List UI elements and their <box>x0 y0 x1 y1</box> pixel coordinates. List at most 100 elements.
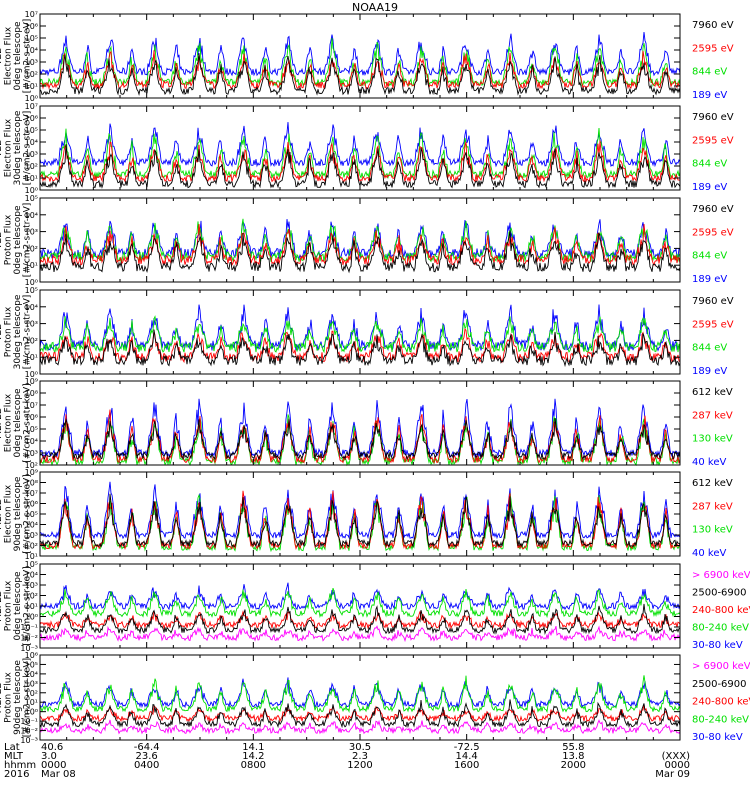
series-line-189-eV <box>39 304 681 353</box>
legend-entry: 30-80 keV <box>692 640 743 651</box>
y-tick-label: 10⁵ <box>25 425 38 434</box>
y-tick-label: 10⁷ <box>25 102 38 111</box>
legend-entry: 2595 eV <box>692 227 734 238</box>
panel-frame <box>39 197 681 283</box>
legend-entry: 40 keV <box>692 457 726 468</box>
legend-entry: 189 eV <box>692 274 727 285</box>
y-axis-label-line: TED <box>0 231 4 250</box>
legend-entry: 287 keV <box>692 501 733 512</box>
y-tick-label: 10¹ <box>25 353 38 362</box>
series-line-80-240-keV <box>39 675 681 714</box>
y-tick-label: 10⁴ <box>25 46 38 55</box>
series-line-7960-eV <box>39 230 681 274</box>
y-tick-label: 10⁻¹ <box>20 623 38 632</box>
series-line-240-800-keV <box>39 610 681 630</box>
legend-entry: 2595 eV <box>692 319 734 330</box>
y-axis-label-line: MEPED <box>0 590 4 622</box>
y-axis-label-line: 0deg telescope <box>13 205 23 275</box>
y-tick-label: 10⁹ <box>25 468 38 477</box>
y-tick-label: 10⁵ <box>25 660 38 669</box>
footer-row-label: Lat <box>4 742 20 753</box>
legend-entry: 612 keV <box>692 387 733 398</box>
y-axis-label-line: TED <box>0 323 4 342</box>
y-tick-label: 10⁷ <box>25 489 38 498</box>
legend-entry: 7960 eV <box>692 296 734 307</box>
y-tick-label: 10⁻² <box>20 727 38 736</box>
series-line-2500-6900 <box>39 699 681 729</box>
series-line-2595-eV <box>39 50 681 90</box>
series-line-80-240-keV <box>39 587 681 619</box>
series-line--6900-keV <box>39 625 681 643</box>
footer-row-label: MLT <box>4 751 24 762</box>
y-tick-label: 10⁵ <box>25 560 38 569</box>
y-tick-label: 10⁵ <box>25 194 38 203</box>
y-tick-label: 10⁴ <box>25 437 38 446</box>
series-line-612-keV <box>39 493 681 548</box>
y-tick-label: 10⁸ <box>25 389 38 398</box>
footer-tick-value: 2000 <box>561 760 586 771</box>
y-tick-label: 10⁻¹ <box>20 717 38 726</box>
y-axis-label-line: 0deg telescope <box>13 571 23 641</box>
y-tick-label: 10⁵ <box>25 510 38 519</box>
legend-entry: 7960 eV <box>692 112 734 123</box>
y-tick-label: 10⁴ <box>25 211 38 220</box>
y-tick-label: 10³ <box>25 581 38 590</box>
y-tick-label: 10³ <box>25 531 38 540</box>
y-axis-label-line: Electron Flux <box>3 393 13 452</box>
y-axis-label: MEPED Electron Flux 90deg telescope [#/cm2-… <box>0 474 32 553</box>
footer-tick-value: 55.8 <box>562 742 584 753</box>
footer-tick-value: 0000 <box>41 760 66 771</box>
footer-tick-value: 40.6 <box>41 742 63 753</box>
legend-entry: 130 keV <box>692 525 733 536</box>
panel-frame <box>39 563 681 649</box>
y-tick-label: 10⁶ <box>25 413 38 422</box>
y-axis-label: TED Electron Flux 30deg telescope [#/cm2-s-… <box>0 110 32 185</box>
y-axis-label-line: [#/cm2-s-str-eV] <box>22 295 32 370</box>
y-tick-label: 10² <box>25 336 38 345</box>
y-axis-label-line: [#/cm2-s-str-keV] <box>22 658 32 737</box>
legend-entry: 2595 eV <box>692 43 734 54</box>
y-tick-label: 10⁵ <box>25 126 38 135</box>
y-tick-label: 10⁴ <box>25 303 38 312</box>
y-tick-label: 10⁷ <box>25 401 38 410</box>
legend-entry: 80-240 keV <box>692 714 749 725</box>
series-line-30-80-keV <box>39 677 681 709</box>
legend-entry: 80-240 keV <box>692 623 749 634</box>
legend-entry: 844 eV <box>692 67 727 78</box>
series-line-189-eV <box>39 31 681 77</box>
y-axis-label: TED Electron Flux 0deg telescope [#/cm2-s-s… <box>0 19 32 94</box>
legend-entry: 612 keV <box>692 478 733 489</box>
footer-tick-value: 14.1 <box>242 742 264 753</box>
legend-entry: 7960 eV <box>692 204 734 215</box>
footer-tick-value: 0000 <box>665 760 690 771</box>
legend-entry: 2500-6900 <box>692 679 747 690</box>
footer-tick-value: 23.6 <box>136 751 158 762</box>
y-tick-label: 10² <box>25 70 38 79</box>
footer-tick-value: 0800 <box>241 760 266 771</box>
y-axis-label-line: [#/cm2-s-str-eV] <box>22 203 32 278</box>
footer-tick-value: 0400 <box>134 760 159 771</box>
legend-entry: 189 eV <box>692 90 727 101</box>
y-tick-label: 10⁶ <box>25 500 38 509</box>
footer-row-label: 2016 <box>4 769 29 780</box>
legend-entry: 287 keV <box>692 410 733 421</box>
y-axis-label-line: TED <box>0 139 4 158</box>
y-axis-label-line: 0deg telescope <box>13 21 23 91</box>
y-tick-label: 10⁰ <box>25 613 38 622</box>
y-axis-label: MEPED Proton Flux 0deg telescope [#/cm2-s-s… <box>0 566 32 645</box>
y-axis-label-line: Electron Flux <box>3 484 13 543</box>
y-axis-label-line: Proton Flux <box>3 306 13 357</box>
y-tick-label: 10⁴ <box>25 571 38 580</box>
legend-entry: 2595 eV <box>692 135 734 146</box>
y-tick-label: 10⁵ <box>25 286 38 295</box>
y-tick-label: 10³ <box>25 150 38 159</box>
y-tick-label: 10² <box>25 592 38 601</box>
y-tick-label: 10¹ <box>25 261 38 270</box>
y-tick-label: 10⁶ <box>25 114 38 123</box>
y-tick-label: 10² <box>25 461 38 470</box>
series-line--6900-keV <box>39 719 681 735</box>
y-tick-label: 10⁰ <box>25 708 38 717</box>
y-axis-label: TED Proton Flux 30deg telescope [#/cm2-s-st… <box>0 294 32 369</box>
